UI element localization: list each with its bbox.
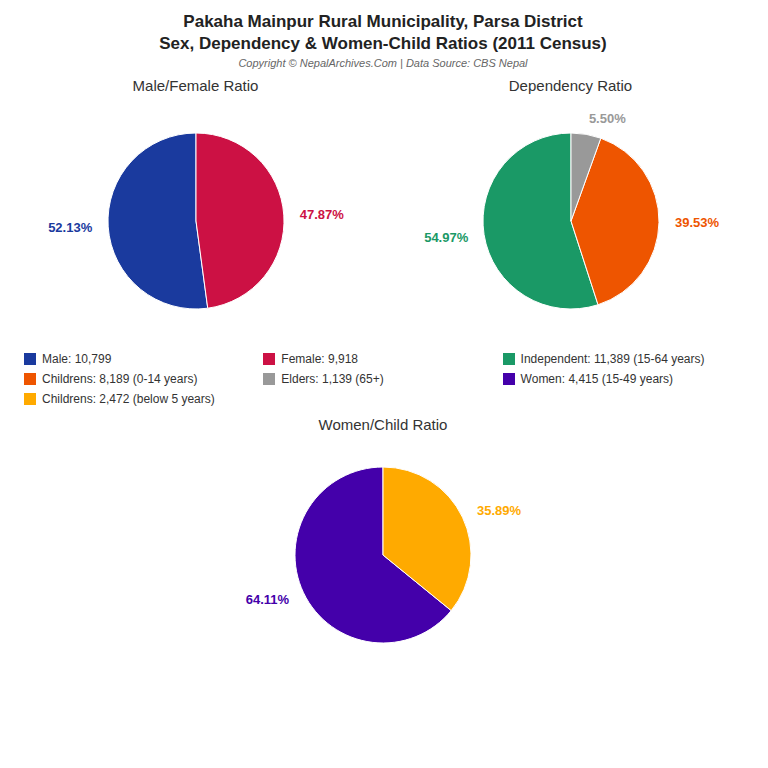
html-text:Female: 9,918: Female: 9,918 [281, 352, 358, 366]
html-text:Elders: 1,139 (65+): Elders: 1,139 (65+) [281, 372, 384, 386]
svg-text:35.89%: 35.89% [477, 503, 522, 518]
svg-text:5.50%: 5.50% [588, 111, 625, 126]
svg-text:52.13%: 52.13% [48, 220, 93, 235]
html-text:Women: 4,415 (15-49 years): Women: 4,415 (15-49 years) [520, 372, 674, 386]
html-text:Male: 10,799: Male: 10,799 [42, 352, 112, 366]
html-text:Male/Female Ratio: Male/Female Ratio [132, 77, 259, 94]
html-text:Sex, Dependency & Women-Child: Sex, Dependency & Women-Child Ratios (20… [159, 34, 607, 53]
html-text:Dependency Ratio: Dependency Ratio [508, 77, 633, 94]
svg-text:64.11%: 64.11% [246, 592, 290, 607]
html-text:Childrens: 8,189 (0-14 years): Childrens: 8,189 (0-14 years) [42, 372, 198, 386]
svg-text:54.97%: 54.97% [424, 230, 469, 245]
svg-text:39.53%: 39.53% [674, 215, 719, 230]
svg-text:47.87%: 47.87% [299, 207, 344, 222]
html-text:Copyright © NepalArchives.Com: Copyright © NepalArchives.Com | Data Sou… [238, 57, 528, 69]
html-text:Pakaha Mainpur Rural Municipal: Pakaha Mainpur Rural Municipality, Parsa… [183, 12, 583, 31]
html-text:Independent: 11,389 (15-64 yea: Independent: 11,389 (15-64 years) [520, 352, 705, 366]
html-text:Childrens: 2,472 (below 5 year: Childrens: 2,472 (below 5 years) [42, 392, 215, 406]
html-text:Women/Child Ratio: Women/Child Ratio [318, 416, 448, 433]
